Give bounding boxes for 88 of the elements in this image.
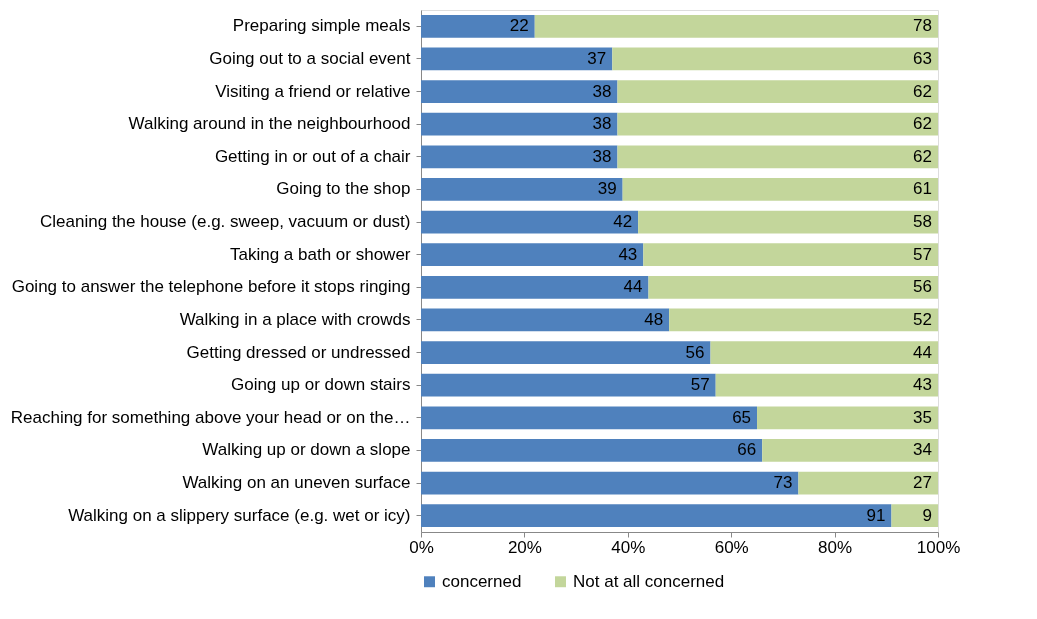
bar: [643, 243, 938, 267]
data-label: 34: [913, 440, 932, 460]
legend-label: concerned: [442, 571, 522, 591]
data-label: 73: [773, 473, 793, 493]
bar: [421, 112, 618, 136]
data-label: 27: [913, 473, 932, 493]
data-label: 62: [913, 146, 932, 166]
x-tick-label: 20%: [507, 537, 542, 557]
bar: [622, 178, 938, 201]
x-tick-label: 60%: [714, 537, 749, 557]
x-tick-label: 100%: [916, 537, 961, 557]
data-label: 38: [592, 81, 612, 101]
bar: [638, 210, 938, 234]
bar: [612, 47, 938, 71]
y-tick-label: Visiting a friend or relative: [215, 81, 411, 101]
data-label: 57: [690, 375, 710, 395]
data-label: 62: [913, 81, 932, 101]
data-label: 61: [913, 179, 932, 199]
bar: [421, 275, 649, 299]
bar: [421, 373, 716, 397]
data-label: 37: [587, 48, 607, 68]
bar: [669, 308, 938, 332]
data-label: 22: [509, 16, 529, 36]
data-label: 38: [592, 146, 612, 166]
y-tick-label: Going up or down stairs: [230, 375, 411, 395]
data-label: 38: [592, 114, 612, 134]
y-tick-label: Reaching for something above your head or on the…: [10, 407, 411, 427]
data-label: 62: [913, 114, 932, 134]
bar: [715, 373, 938, 397]
data-label: 56: [913, 277, 932, 297]
bar: [757, 406, 938, 430]
data-label: 44: [913, 342, 932, 362]
bar: [762, 439, 938, 462]
x-tick-label: 80%: [818, 537, 853, 557]
bar: [421, 145, 618, 169]
data-label: 48: [644, 309, 664, 329]
bar: [421, 80, 618, 103]
bar: [617, 80, 938, 103]
data-label: 65: [732, 407, 752, 427]
y-tick-label: Going to the shop: [276, 179, 411, 199]
bar: [534, 14, 938, 38]
y-tick-label: Getting in or out of a chair: [214, 146, 411, 166]
x-tick-label: 40%: [611, 537, 646, 557]
data-label: 43: [618, 244, 638, 264]
y-tick-label: Getting dressed or undressed: [186, 342, 411, 362]
bar: [421, 210, 639, 234]
y-tick-label: Cleaning the house (e.g. sweep, vacuum or dust): [40, 212, 411, 232]
bar: [421, 341, 711, 364]
data-label: 43: [913, 375, 932, 395]
bar: [421, 14, 535, 38]
bar: [891, 504, 938, 528]
data-label: 91: [866, 505, 886, 525]
data-label: 57: [913, 244, 932, 264]
data-label: 35: [913, 407, 932, 427]
data-label: 63: [913, 48, 932, 68]
bar: [798, 471, 938, 495]
data-label: 66: [737, 440, 757, 460]
bar: [421, 308, 670, 332]
data-label: 42: [613, 212, 633, 232]
legend-label: Not at all concerned: [573, 571, 725, 591]
bar: [617, 145, 938, 169]
bar: [421, 439, 763, 462]
y-tick-label: Walking on an uneven surface: [182, 473, 411, 493]
data-label: 39: [597, 179, 617, 199]
bar: [421, 504, 892, 528]
bar: [617, 112, 938, 136]
data-label: 52: [913, 309, 932, 329]
y-tick-label: Going to answer the telephone before it stops ringing: [11, 277, 411, 297]
bar: [648, 275, 938, 299]
bar: [421, 47, 613, 71]
data-label: 78: [913, 16, 932, 36]
y-tick-label: Taking a bath or shower: [230, 244, 411, 264]
y-tick-label: Walking on a slippery surface (e.g. wet or icy): [68, 505, 411, 525]
data-label: 58: [913, 212, 932, 232]
y-tick-label: Preparing simple meals: [232, 16, 411, 36]
data-label: 56: [685, 342, 705, 362]
bar: [710, 341, 938, 364]
data-label: 9: [922, 505, 932, 525]
bar: [421, 406, 758, 430]
y-tick-label: Going out to a social event: [209, 48, 411, 68]
bar: [421, 471, 799, 495]
y-tick-label: Walking around in the neighbourhood: [128, 114, 411, 134]
bar: [421, 243, 644, 267]
bar: [421, 178, 623, 201]
y-tick-label: Walking in a place with crowds: [179, 309, 411, 329]
data-label: 44: [623, 277, 643, 297]
x-tick-label: 0%: [409, 537, 434, 557]
y-tick-label: Walking up or down a slope: [202, 440, 411, 460]
